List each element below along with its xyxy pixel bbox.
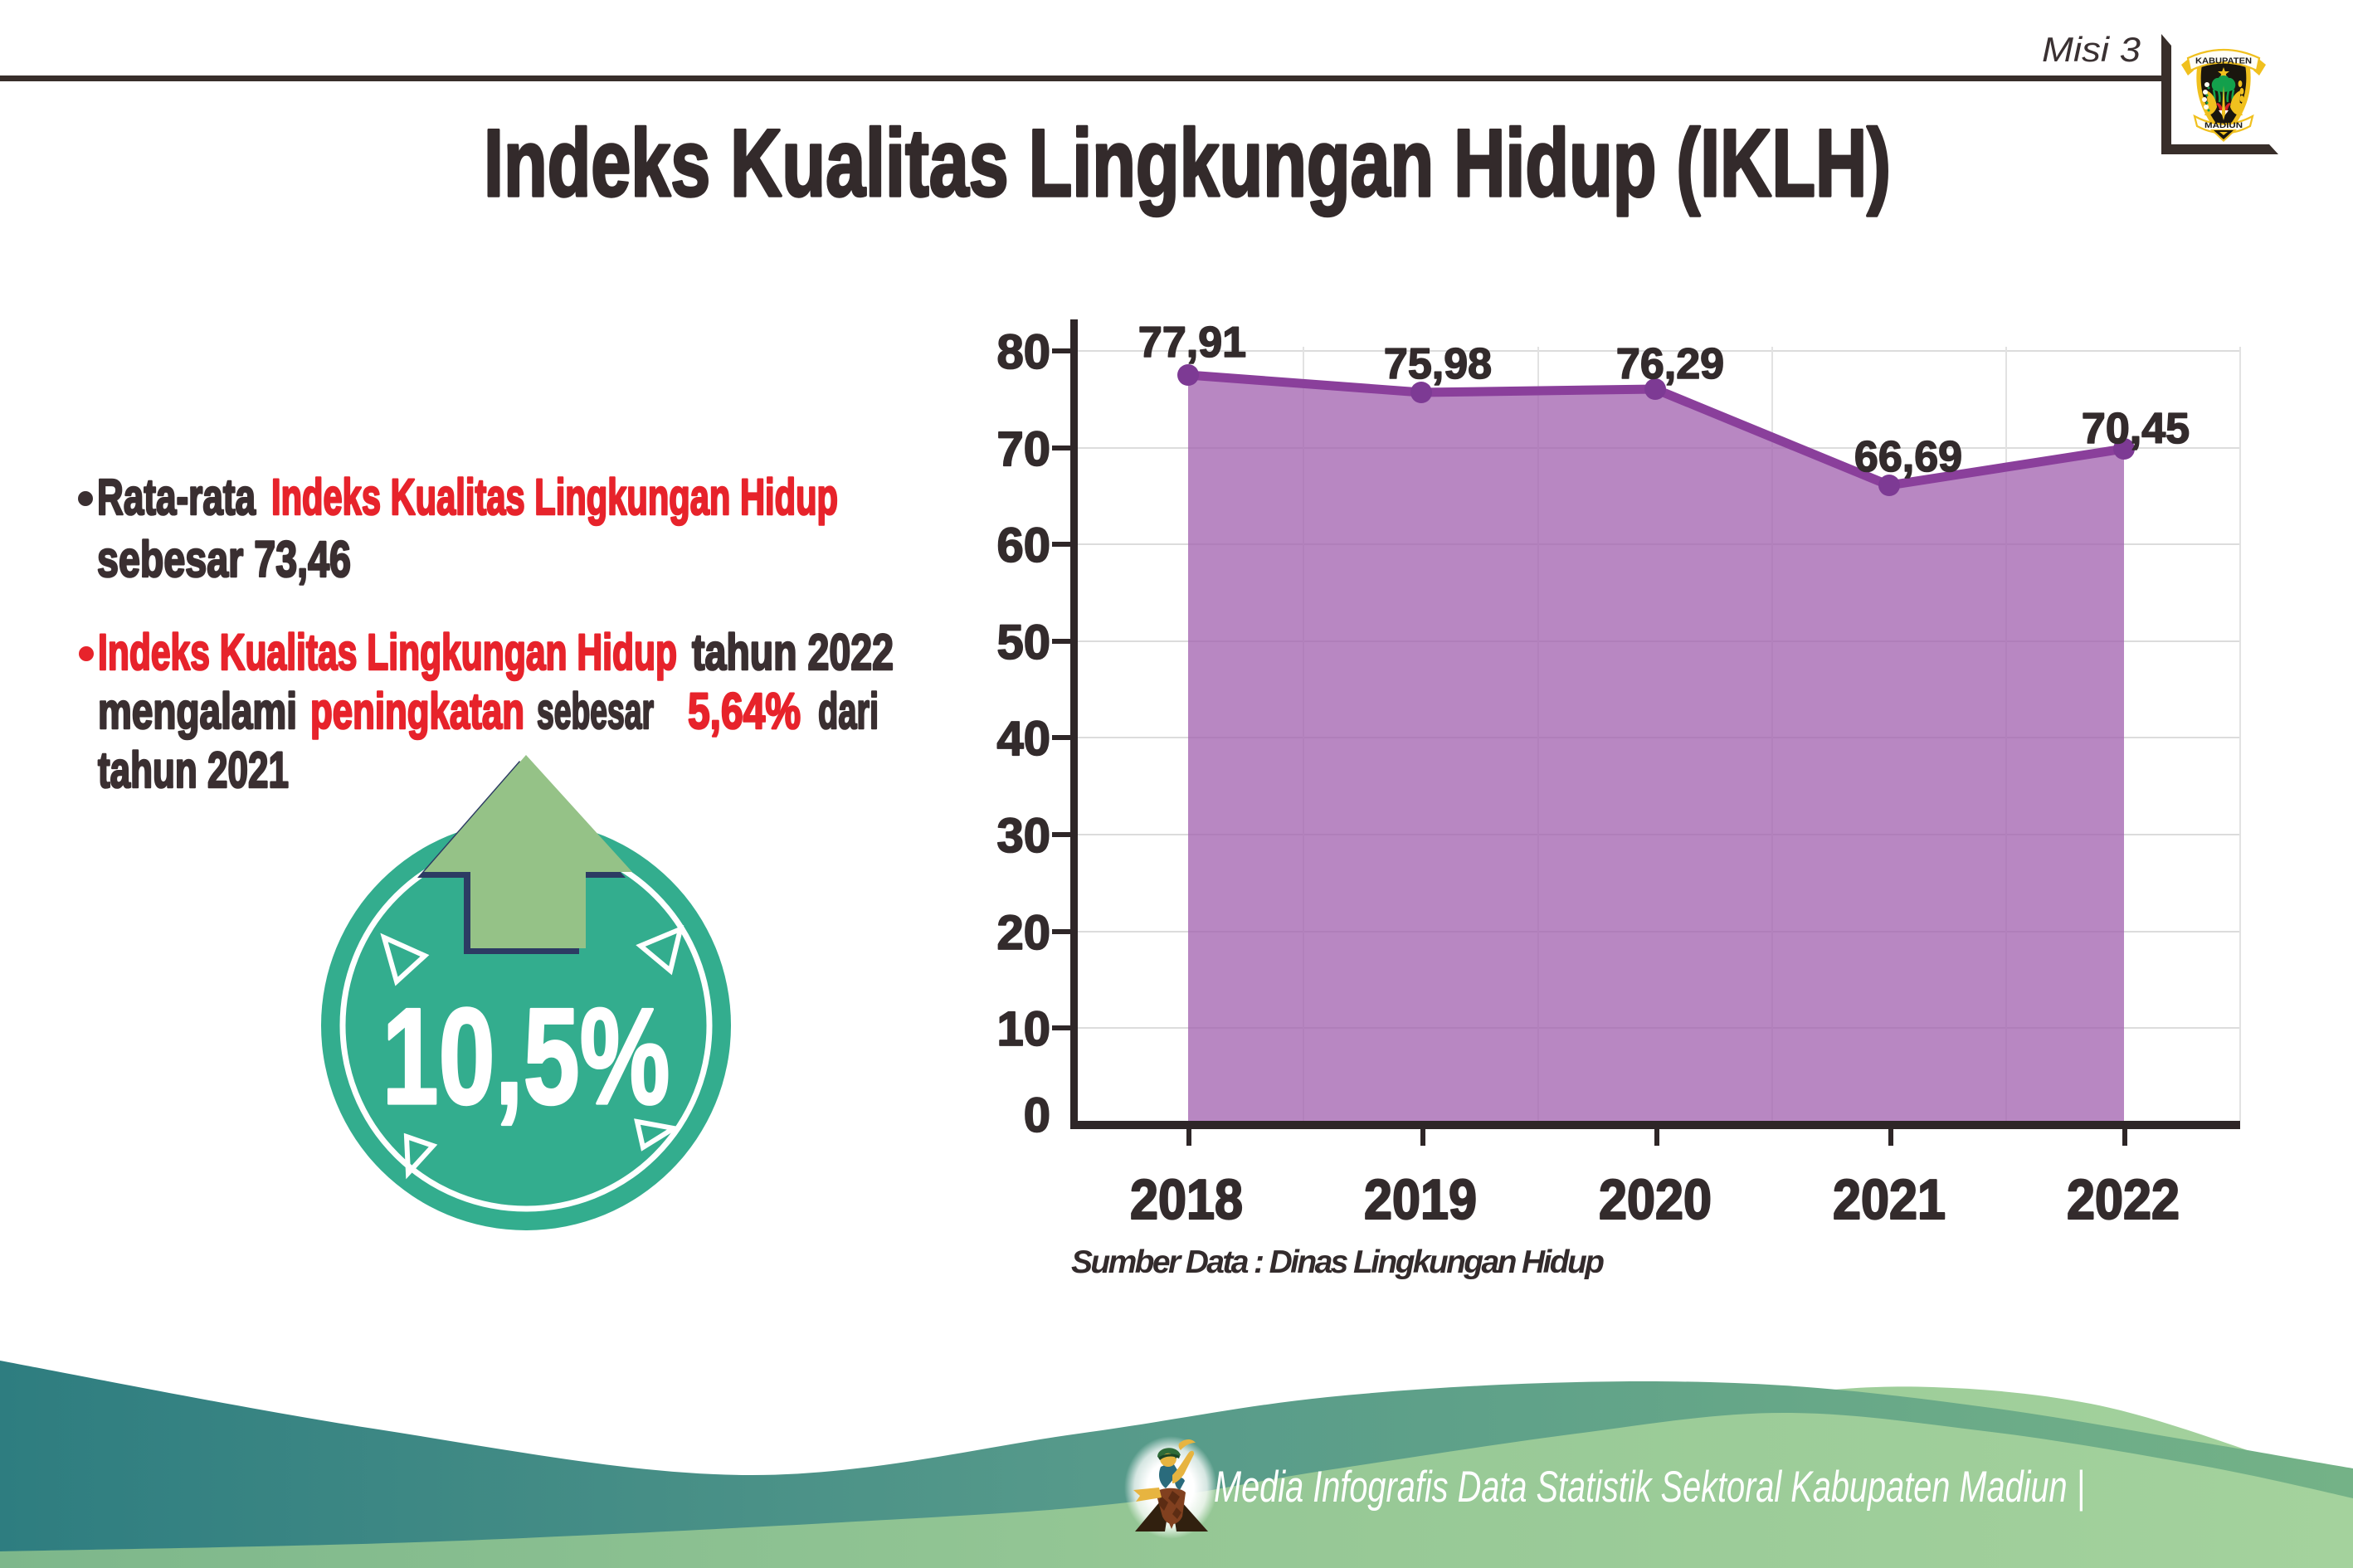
svg-text:tahun 2021: tahun 2021 bbox=[98, 742, 289, 798]
svg-text:76,29: 76,29 bbox=[1616, 340, 1724, 388]
svg-text:sebesar: sebesar bbox=[537, 683, 654, 739]
svg-text:60: 60 bbox=[996, 519, 1050, 572]
svg-text:sebesar 73,46: sebesar 73,46 bbox=[97, 531, 351, 587]
svg-text:Media Infografis Data Statisti: Media Infografis Data Statistik Sektoral… bbox=[1214, 1463, 2085, 1512]
svg-text:mengalami: mengalami bbox=[98, 683, 297, 739]
svg-text:66,69: 66,69 bbox=[1854, 433, 1962, 481]
svg-text:10: 10 bbox=[996, 1002, 1050, 1056]
svg-text:75,98: 75,98 bbox=[1384, 340, 1492, 388]
svg-text:5,64%: 5,64% bbox=[688, 683, 801, 739]
svg-text:50: 50 bbox=[996, 616, 1050, 670]
svg-text:Indeks Kualitas Lingkungan Hid: Indeks Kualitas Lingkungan Hidup bbox=[271, 469, 838, 525]
svg-text:Indeks Kualitas Lingkungan Hid: Indeks Kualitas Lingkungan Hidup bbox=[98, 624, 677, 680]
svg-text:2020: 2020 bbox=[1599, 1168, 1712, 1231]
svg-text:tahun 2022: tahun 2022 bbox=[692, 624, 894, 680]
svg-text:MADIUN: MADIUN bbox=[2204, 121, 2243, 130]
svg-text:10,5%: 10,5% bbox=[382, 980, 670, 1132]
svg-text:20: 20 bbox=[996, 906, 1050, 960]
svg-text:2018: 2018 bbox=[1130, 1168, 1243, 1231]
svg-text:80: 80 bbox=[996, 325, 1050, 379]
svg-text:peningkatan: peningkatan bbox=[310, 683, 524, 739]
svg-text:Indeks Kualitas Lingkungan Hid: Indeks Kualitas Lingkungan Hidup (IKLH) bbox=[484, 110, 1891, 217]
svg-text:2021: 2021 bbox=[1833, 1168, 1946, 1231]
svg-text:40: 40 bbox=[996, 712, 1050, 766]
svg-text:dari: dari bbox=[818, 683, 879, 739]
svg-text:70: 70 bbox=[996, 422, 1050, 476]
svg-text:2022: 2022 bbox=[2067, 1168, 2180, 1231]
svg-text:2019: 2019 bbox=[1364, 1168, 1477, 1231]
svg-text:30: 30 bbox=[996, 809, 1050, 863]
svg-text:KABUPATEN: KABUPATEN bbox=[2195, 57, 2252, 66]
svg-text:0: 0 bbox=[1024, 1088, 1050, 1142]
svg-text:Sumber Data : Dinas Lingkungan: Sumber Data : Dinas Lingkungan Hidup bbox=[1071, 1244, 1605, 1280]
svg-text:70,45: 70,45 bbox=[2082, 405, 2190, 453]
svg-text:77,91: 77,91 bbox=[1138, 319, 1246, 367]
svg-text:Misi 3: Misi 3 bbox=[2042, 30, 2141, 69]
svg-text:Rata-rata: Rata-rata bbox=[97, 469, 256, 525]
